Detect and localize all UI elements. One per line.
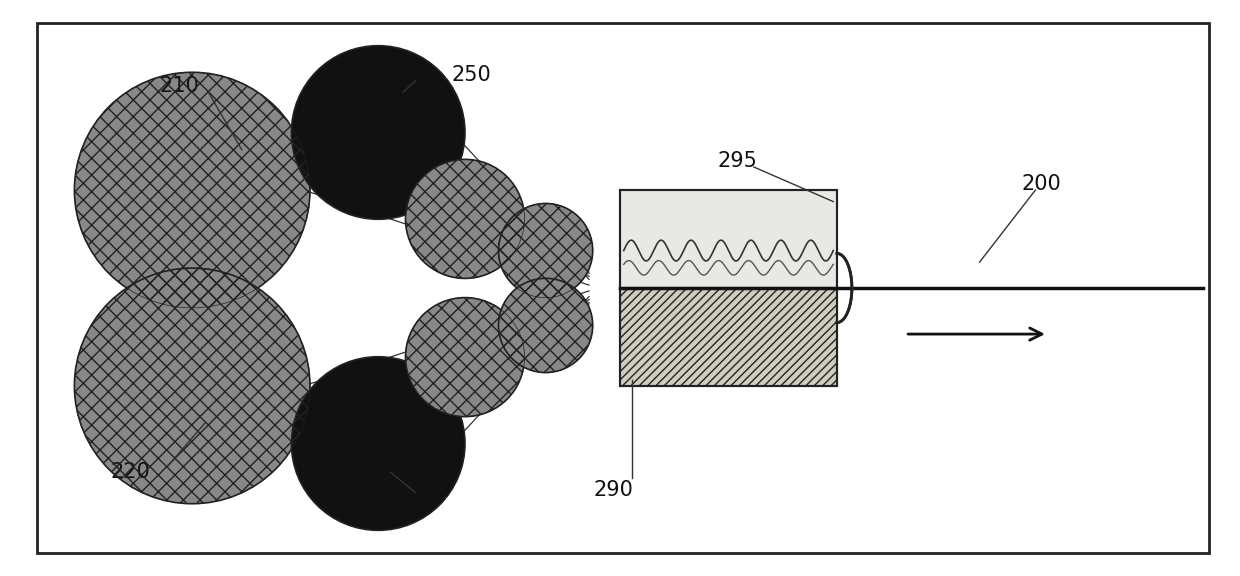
Text: 250: 250 — [451, 65, 491, 85]
Bar — [620, 190, 837, 288]
Ellipse shape — [291, 357, 465, 530]
Ellipse shape — [498, 278, 593, 373]
Text: 200: 200 — [1022, 175, 1061, 194]
Ellipse shape — [291, 46, 465, 219]
Text: 210: 210 — [160, 77, 200, 96]
Bar — [620, 288, 837, 386]
Text: 220: 220 — [110, 463, 150, 482]
Text: 290: 290 — [594, 480, 634, 499]
Text: 270: 270 — [389, 491, 429, 511]
Ellipse shape — [405, 160, 525, 278]
Bar — [620, 190, 837, 386]
Ellipse shape — [74, 72, 310, 308]
Ellipse shape — [74, 268, 310, 504]
Ellipse shape — [498, 203, 593, 298]
Ellipse shape — [405, 298, 525, 416]
Text: 295: 295 — [718, 151, 758, 171]
